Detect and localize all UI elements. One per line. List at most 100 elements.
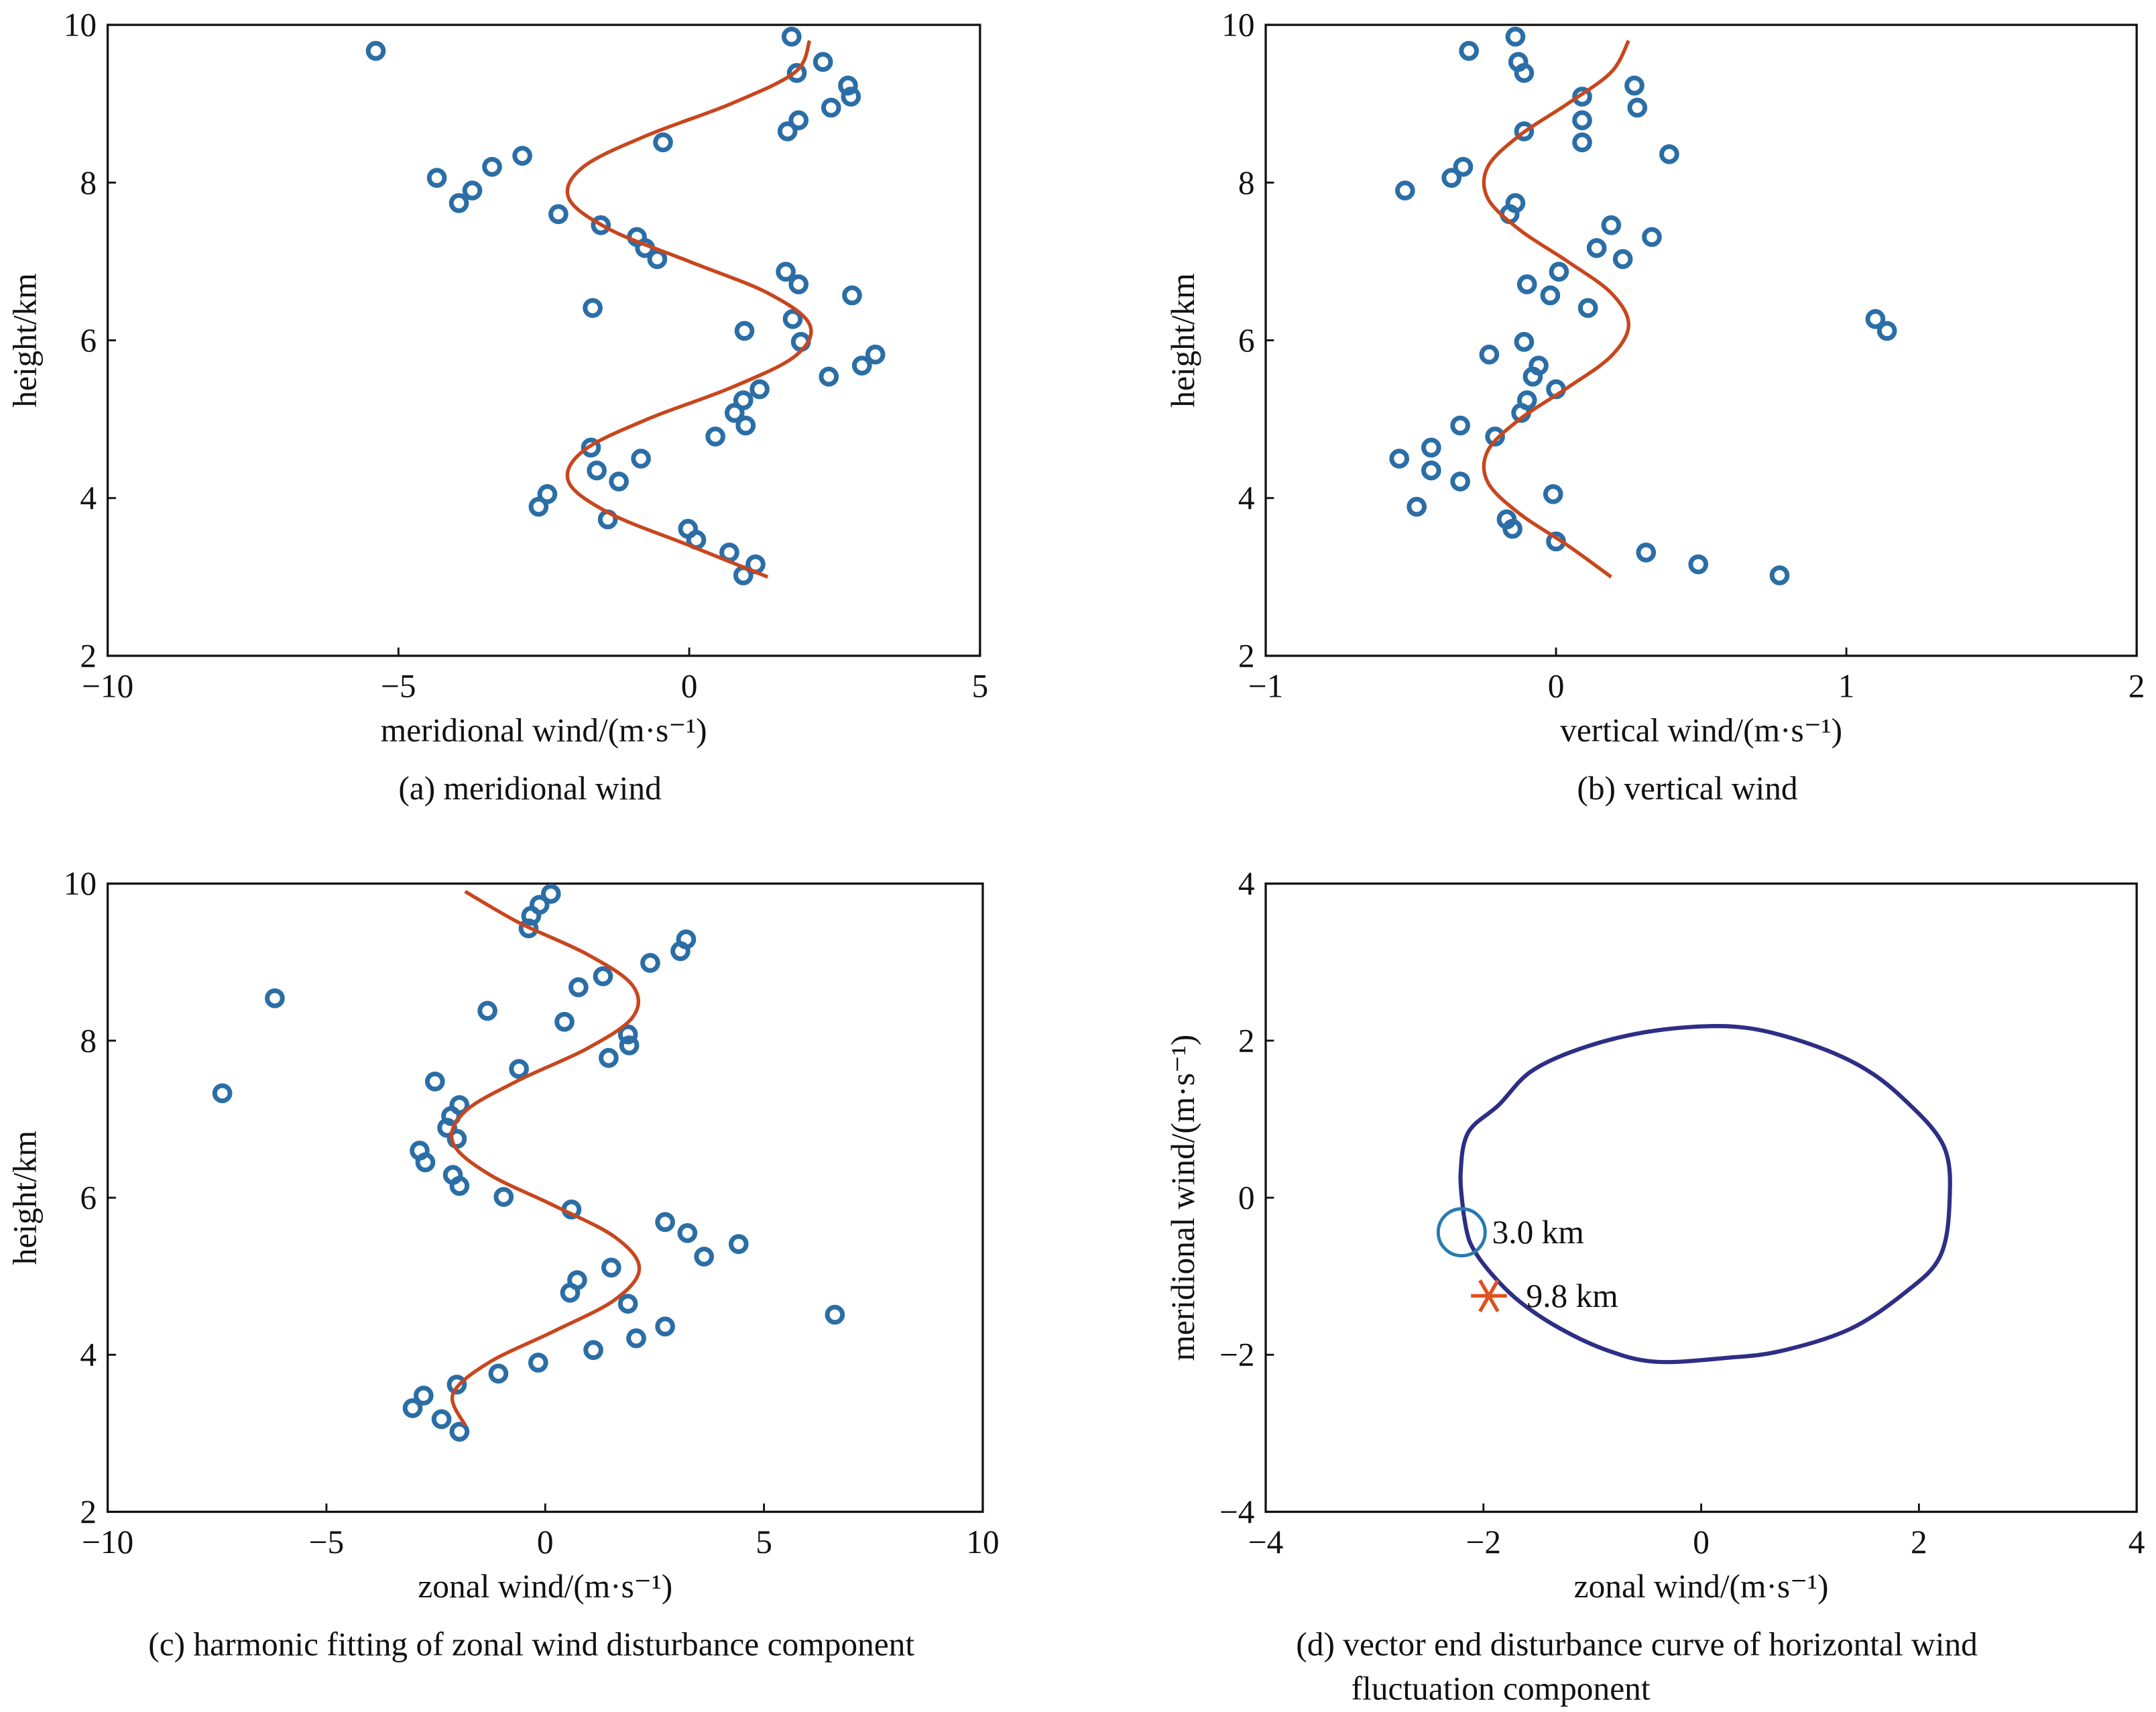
scatter-point xyxy=(626,1328,646,1349)
scatter-point xyxy=(617,1294,638,1314)
scatter-point xyxy=(449,1422,470,1442)
scatter-point xyxy=(865,344,886,365)
x-axis-label: meridional wind/(m·s⁻¹) xyxy=(381,712,707,749)
scatter-point xyxy=(1601,215,1622,235)
x-tick-label: 0 xyxy=(537,1524,554,1560)
subplot-caption: fluctuation component xyxy=(1352,1670,1651,1707)
scatter-point xyxy=(640,953,660,973)
scatter-point xyxy=(1586,238,1607,258)
y-axis-label: meridional wind/(m·s⁻¹) xyxy=(1164,1035,1201,1361)
scatter-point xyxy=(548,204,568,225)
scatter-point xyxy=(825,1304,845,1325)
x-axis-label: vertical wind/(m·s⁻¹) xyxy=(1560,712,1842,749)
x-tick-label: 5 xyxy=(756,1524,772,1560)
x-tick-label: −2 xyxy=(1466,1524,1502,1560)
scatter-point xyxy=(1479,344,1500,365)
scatter-point xyxy=(838,75,858,96)
scatter-point xyxy=(1572,132,1592,153)
subplot: −10 −5 0 5 2 4 6 8 10 meridional wind/(m·s⁻¹) heig… xyxy=(7,7,989,807)
x-tick-label: −5 xyxy=(309,1524,345,1560)
plot-frame xyxy=(106,882,984,1514)
scatter-point xyxy=(1572,110,1592,131)
scatter-point xyxy=(554,1011,575,1032)
y-tick-label: 6 xyxy=(80,322,97,359)
subplot: −4 −2 0 2 4 −4 −2 0 2 4 zonal wind/(m·s⁻¹) meridion… xyxy=(1164,865,2145,1707)
scatter-point xyxy=(788,110,808,131)
x-axis-label: zonal wind/(m·s⁻¹) xyxy=(418,1568,672,1605)
scatter-point xyxy=(365,41,386,61)
scatter-point xyxy=(735,415,756,436)
scatter-point xyxy=(587,460,607,481)
scatter-point xyxy=(488,1363,509,1384)
fit-curve xyxy=(1482,40,1631,579)
annotation-label: 9.8 km xyxy=(1526,1277,1618,1314)
scatter-point xyxy=(1659,144,1679,164)
scatter-point xyxy=(1624,75,1644,96)
y-tick-label: 2 xyxy=(80,637,97,674)
scatter-point xyxy=(821,97,841,118)
subplot: −10 −5 0 5 10 2 4 6 8 10 zonal wind/(m·s⁻¹) height/… xyxy=(7,865,1000,1662)
annotation-label: 3.0 km xyxy=(1492,1214,1584,1251)
y-tick-label: 8 xyxy=(80,164,97,201)
y-tick-label: 10 xyxy=(64,865,97,902)
scatter-point xyxy=(813,52,833,72)
y-tick-label: 4 xyxy=(1238,479,1255,516)
asterisk-stroke xyxy=(1478,1279,1500,1312)
subplot: −1 0 1 2 2 4 6 8 10 vertical wind/(m·s⁻¹) height/k… xyxy=(1164,7,2145,807)
x-tick-label: 1 xyxy=(1838,668,1855,705)
scatter-point xyxy=(1865,308,1886,329)
subplot-caption: (b) vertical wind xyxy=(1577,770,1798,807)
scatter-point xyxy=(591,215,611,235)
scatter-point xyxy=(1577,298,1598,319)
y-tick-label: 10 xyxy=(1221,7,1254,44)
scatter-point xyxy=(462,180,483,201)
x-tick-label: 0 xyxy=(1693,1524,1710,1560)
x-tick-label: 2 xyxy=(1911,1524,1927,1560)
scatter-point xyxy=(851,355,872,376)
fit-curve xyxy=(565,40,813,579)
end-marker xyxy=(1471,1279,1507,1312)
scatter-point xyxy=(619,1035,640,1055)
subplot-caption: (c) harmonic fitting of zonal wind distu… xyxy=(148,1626,914,1663)
scatter-point xyxy=(655,1212,675,1233)
x-tick-label: −10 xyxy=(82,1524,133,1560)
x-tick-label: 5 xyxy=(971,668,988,705)
x-tick-label: 0 xyxy=(1548,668,1565,705)
scatter-point xyxy=(1549,262,1569,282)
scatter-point xyxy=(1502,518,1522,539)
scatter-point xyxy=(402,1398,423,1418)
scatter-point xyxy=(599,1047,619,1068)
scatter-point xyxy=(1572,87,1592,107)
scatter-point xyxy=(653,132,673,153)
scatter-point xyxy=(750,379,770,400)
scatter-point xyxy=(431,1409,452,1430)
scatter-point xyxy=(1441,168,1461,188)
scatter-point xyxy=(677,1222,698,1243)
scatter-point xyxy=(733,390,754,410)
scatter-point xyxy=(583,1340,603,1361)
scatter-point xyxy=(1642,227,1662,247)
scatter-point xyxy=(509,1059,529,1079)
y-tick-label: −2 xyxy=(1219,1336,1255,1373)
scatter-point xyxy=(568,977,589,998)
scatter-point xyxy=(482,156,502,177)
scatter-point xyxy=(446,1374,467,1395)
y-tick-label: 2 xyxy=(1238,637,1255,674)
scatter-point xyxy=(415,1152,436,1173)
y-tick-label: 4 xyxy=(80,479,97,516)
scatter-point xyxy=(1389,449,1410,469)
x-tick-label: −10 xyxy=(82,668,133,705)
scatter-point xyxy=(593,966,613,986)
scatter-point xyxy=(1522,366,1543,387)
scatter-point xyxy=(841,87,861,107)
scatter-point xyxy=(1516,274,1537,294)
y-tick-label: 2 xyxy=(1238,1022,1255,1059)
x-tick-label: −4 xyxy=(1248,1524,1284,1560)
plot-frame xyxy=(106,23,981,657)
scatter-point xyxy=(1543,484,1563,504)
scatter-point xyxy=(528,496,549,517)
scatter-point xyxy=(493,1187,514,1207)
x-tick-label: 2 xyxy=(2129,668,2145,705)
scatter-point xyxy=(728,1234,749,1254)
y-axis-label: height/km xyxy=(1164,273,1201,407)
